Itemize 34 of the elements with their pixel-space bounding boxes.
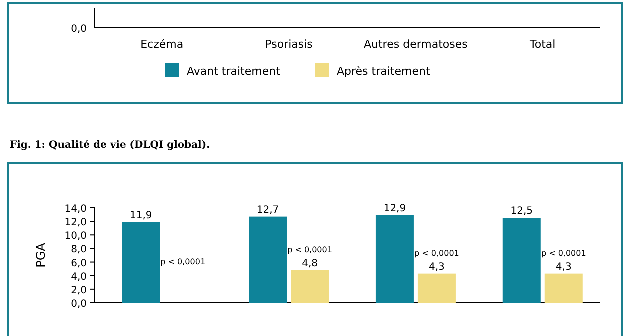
bar (249, 216, 288, 303)
annotation: p < 0,0001 (160, 257, 206, 266)
annotation: p < 0,0001 (541, 248, 586, 258)
data-label: 4,3 (556, 262, 572, 273)
text: Après traitement (337, 65, 431, 78)
y-axis-title: PGA (34, 242, 48, 268)
y-tick-label: 0,0 (71, 299, 87, 310)
y-tick-label: 4,0 (71, 272, 87, 283)
data-label: 12,9 (384, 203, 406, 214)
category-label: Total (529, 38, 556, 51)
bar (502, 218, 541, 303)
bar (291, 270, 330, 303)
category-label: Autres dermatoses (364, 38, 468, 51)
annotation: p < 0,0001 (288, 245, 332, 254)
caption: Fig. 1: Qualité de vie (DLQI global). (10, 140, 210, 151)
y-tick-label: 8,0 (71, 244, 87, 256)
data-label: 11,9 (130, 210, 152, 222)
y-tick-label: 14,0 (64, 204, 87, 215)
text: Avant traitement (187, 65, 282, 78)
bar (122, 222, 160, 303)
y-tick-label: 10,0 (64, 231, 87, 242)
y-tick-label: 12,0 (64, 218, 87, 229)
data-label: 4,8 (302, 258, 318, 270)
category-label: Psoriasis (265, 38, 314, 51)
data-label: 12,5 (510, 206, 534, 218)
data-label: 4,3 (429, 262, 445, 273)
bar (544, 274, 583, 303)
data-label: 12,7 (256, 204, 280, 216)
bar (418, 274, 456, 303)
annotation: p < 0,0001 (414, 248, 460, 258)
bar (376, 215, 414, 303)
category-label: Eczéma (140, 38, 184, 51)
y-tick-label: 6,0 (71, 258, 87, 270)
y-tick-label: 2,0 (71, 285, 87, 296)
